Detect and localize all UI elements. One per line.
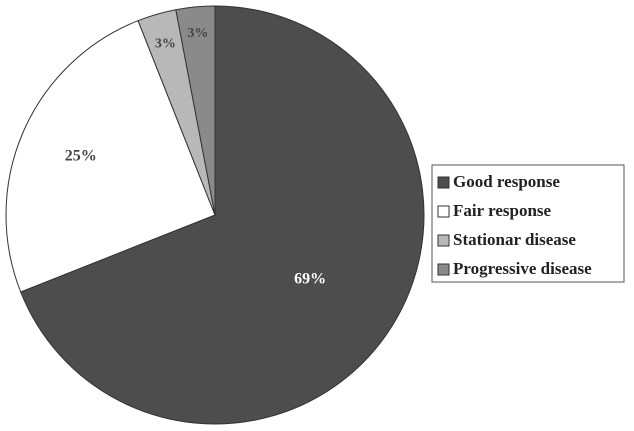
slice-label: 3% bbox=[187, 26, 208, 41]
legend-label: Fair response bbox=[453, 201, 552, 220]
legend-label: Good response bbox=[453, 172, 560, 191]
slice-label: 25% bbox=[65, 148, 97, 165]
legend-swatch bbox=[437, 205, 450, 218]
legend-box bbox=[431, 164, 625, 283]
pie-slice bbox=[5, 20, 216, 293]
legend-label: Progressive disease bbox=[453, 259, 592, 278]
legend-swatch bbox=[437, 176, 450, 189]
pie-slice bbox=[20, 5, 425, 425]
pie-slice bbox=[175, 5, 216, 216]
legend-label: Stationar disease bbox=[453, 230, 576, 249]
legend-swatch bbox=[437, 263, 450, 276]
slice-label: 3% bbox=[155, 37, 176, 52]
legend-swatch bbox=[437, 234, 450, 247]
slice-label: 69% bbox=[294, 270, 326, 287]
